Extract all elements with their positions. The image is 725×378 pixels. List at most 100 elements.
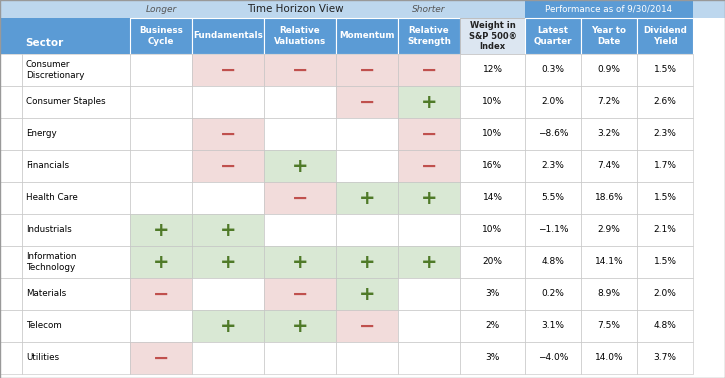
Bar bbox=[0, 150, 22, 182]
Bar bbox=[398, 342, 460, 374]
Text: 14.0%: 14.0% bbox=[594, 353, 624, 363]
Bar bbox=[460, 118, 525, 150]
Bar bbox=[336, 150, 398, 182]
Bar bbox=[130, 54, 192, 86]
Bar bbox=[637, 310, 693, 342]
Text: −: − bbox=[420, 124, 437, 144]
Bar bbox=[581, 18, 637, 54]
Text: Dividend
Yield: Dividend Yield bbox=[643, 26, 687, 46]
Text: 7.2%: 7.2% bbox=[597, 98, 621, 107]
Bar bbox=[637, 54, 693, 86]
Text: 2.0%: 2.0% bbox=[542, 98, 565, 107]
Bar bbox=[192, 278, 264, 310]
Text: 10%: 10% bbox=[482, 98, 502, 107]
Text: Health Care: Health Care bbox=[26, 194, 78, 203]
Text: 14.1%: 14.1% bbox=[594, 257, 624, 266]
Text: 2.0%: 2.0% bbox=[653, 290, 676, 299]
Bar bbox=[637, 182, 693, 214]
Text: Financials: Financials bbox=[26, 161, 69, 170]
Bar bbox=[192, 182, 264, 214]
Bar bbox=[637, 214, 693, 246]
Text: 5.5%: 5.5% bbox=[542, 194, 565, 203]
Text: −: − bbox=[359, 93, 375, 112]
Bar bbox=[130, 150, 192, 182]
Text: Fundamentals: Fundamentals bbox=[193, 31, 263, 40]
Text: 1.5%: 1.5% bbox=[653, 194, 676, 203]
Bar bbox=[22, 246, 130, 278]
Bar bbox=[525, 310, 581, 342]
Bar bbox=[581, 182, 637, 214]
Bar bbox=[525, 0, 693, 18]
Bar bbox=[0, 310, 22, 342]
Bar bbox=[336, 246, 398, 278]
Text: Shorter: Shorter bbox=[413, 5, 446, 14]
Bar bbox=[0, 0, 725, 18]
Text: Telecom: Telecom bbox=[26, 322, 62, 330]
Bar bbox=[0, 246, 22, 278]
Text: −: − bbox=[291, 189, 308, 208]
Text: +: + bbox=[420, 189, 437, 208]
Text: Business
Cycle: Business Cycle bbox=[139, 26, 183, 46]
Text: 14%: 14% bbox=[483, 194, 502, 203]
Text: +: + bbox=[420, 253, 437, 271]
Bar bbox=[460, 278, 525, 310]
Text: 12%: 12% bbox=[483, 65, 502, 74]
Text: −: − bbox=[359, 60, 375, 79]
Text: Information
Technology: Information Technology bbox=[26, 252, 77, 272]
Text: Time Horizon View: Time Horizon View bbox=[247, 4, 344, 14]
Text: 0.9%: 0.9% bbox=[597, 65, 621, 74]
Text: +: + bbox=[291, 253, 308, 271]
Text: −8.6%: −8.6% bbox=[538, 130, 568, 138]
Bar bbox=[0, 278, 22, 310]
Text: 0.2%: 0.2% bbox=[542, 290, 565, 299]
Bar bbox=[525, 118, 581, 150]
Text: 2.9%: 2.9% bbox=[597, 226, 621, 234]
Bar bbox=[22, 118, 130, 150]
Bar bbox=[192, 118, 264, 150]
Bar bbox=[398, 118, 460, 150]
Bar bbox=[336, 18, 398, 54]
Bar bbox=[525, 150, 581, 182]
Text: 16%: 16% bbox=[482, 161, 502, 170]
Text: 2.3%: 2.3% bbox=[653, 130, 676, 138]
Text: −4.0%: −4.0% bbox=[538, 353, 568, 363]
Text: 3.7%: 3.7% bbox=[653, 353, 676, 363]
Bar bbox=[581, 118, 637, 150]
Text: 1.5%: 1.5% bbox=[653, 65, 676, 74]
Bar bbox=[264, 150, 336, 182]
Text: +: + bbox=[359, 189, 376, 208]
Bar bbox=[192, 342, 264, 374]
Bar bbox=[398, 246, 460, 278]
Text: 7.5%: 7.5% bbox=[597, 322, 621, 330]
Bar bbox=[637, 278, 693, 310]
Bar bbox=[460, 86, 525, 118]
Bar bbox=[130, 342, 192, 374]
Bar bbox=[525, 342, 581, 374]
Text: Year to
Date: Year to Date bbox=[592, 26, 626, 46]
Bar bbox=[336, 118, 398, 150]
Bar bbox=[336, 342, 398, 374]
Bar bbox=[264, 54, 336, 86]
Bar bbox=[0, 18, 130, 54]
Text: Industrials: Industrials bbox=[26, 226, 72, 234]
Text: 1.7%: 1.7% bbox=[653, 161, 676, 170]
Bar bbox=[0, 118, 22, 150]
Bar bbox=[460, 342, 525, 374]
Text: +: + bbox=[220, 316, 236, 336]
Bar bbox=[398, 214, 460, 246]
Bar bbox=[192, 310, 264, 342]
Bar bbox=[22, 182, 130, 214]
Bar bbox=[336, 278, 398, 310]
Text: 3.2%: 3.2% bbox=[597, 130, 621, 138]
Bar bbox=[581, 214, 637, 246]
Bar bbox=[22, 150, 130, 182]
Bar bbox=[264, 310, 336, 342]
Text: +: + bbox=[291, 316, 308, 336]
Bar bbox=[264, 118, 336, 150]
Bar bbox=[581, 246, 637, 278]
Bar bbox=[22, 278, 130, 310]
Text: −: − bbox=[220, 124, 236, 144]
Bar bbox=[460, 150, 525, 182]
Bar bbox=[525, 246, 581, 278]
Text: Utilities: Utilities bbox=[26, 353, 59, 363]
